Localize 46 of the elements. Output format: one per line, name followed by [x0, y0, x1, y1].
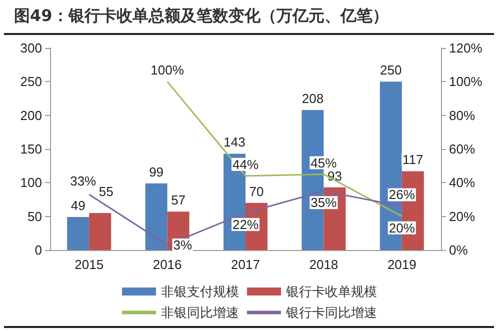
legend-label: 非银同比增速 [161, 305, 239, 320]
y-tick-label: 200 [20, 108, 42, 123]
x-tick-label: 2018 [309, 257, 338, 272]
data-label: 70 [249, 184, 264, 199]
data-label: 49 [70, 198, 86, 214]
y2-tick-label: 100% [449, 74, 483, 90]
y2-tick-label: 20% [449, 208, 476, 224]
y-tick-label: 50 [28, 208, 42, 224]
data-label: 93 [327, 168, 342, 184]
x-tick-label: 2016 [152, 257, 182, 272]
legend-label: 银行卡收单规模 [285, 284, 377, 299]
data-label: 45% [310, 155, 338, 170]
y2-tick-label: 60% [449, 142, 476, 156]
data-label: 99 [149, 164, 164, 180]
data-label: 44% [232, 156, 259, 172]
y-tick-label: 150 [20, 142, 42, 156]
bar [89, 212, 112, 250]
bar [67, 217, 90, 250]
y2-tick-label: 40% [449, 175, 476, 190]
data-label: 57 [171, 192, 186, 208]
y2-tick-label: 0% [449, 242, 468, 258]
data-label: 35% [310, 195, 338, 210]
bar [145, 183, 168, 250]
y2-tick-label: 120% [449, 40, 483, 56]
data-label: 26% [388, 187, 416, 202]
data-label: 33% [70, 173, 97, 188]
x-tick-label: 2019 [387, 257, 416, 272]
data-label: 3% [173, 237, 193, 252]
x-tick-label: 2017 [231, 257, 260, 272]
data-label: 100% [150, 62, 184, 78]
chart-title: 图49：银行卡收单总额及笔数变化（万亿元、亿笔） [14, 6, 388, 27]
legend-label: 非银支付规模 [161, 284, 239, 299]
y-tick-label: 100 [20, 175, 42, 190]
y-tick-label: 0 [34, 242, 42, 258]
data-label: 20% [388, 220, 416, 236]
y-tick-label: 250 [20, 74, 42, 90]
y2-tick-label: 80% [449, 108, 476, 123]
data-label: 250 [380, 62, 402, 78]
legend-label: 银行卡同比增速 [285, 305, 377, 320]
x-tick-label: 2015 [74, 257, 104, 272]
data-label: 143 [224, 134, 246, 150]
data-label: 22% [232, 216, 259, 232]
data-label: 55 [98, 184, 114, 199]
data-label: 117 [402, 152, 424, 168]
data-label: 208 [302, 90, 324, 106]
y-tick-label: 300 [20, 40, 42, 56]
